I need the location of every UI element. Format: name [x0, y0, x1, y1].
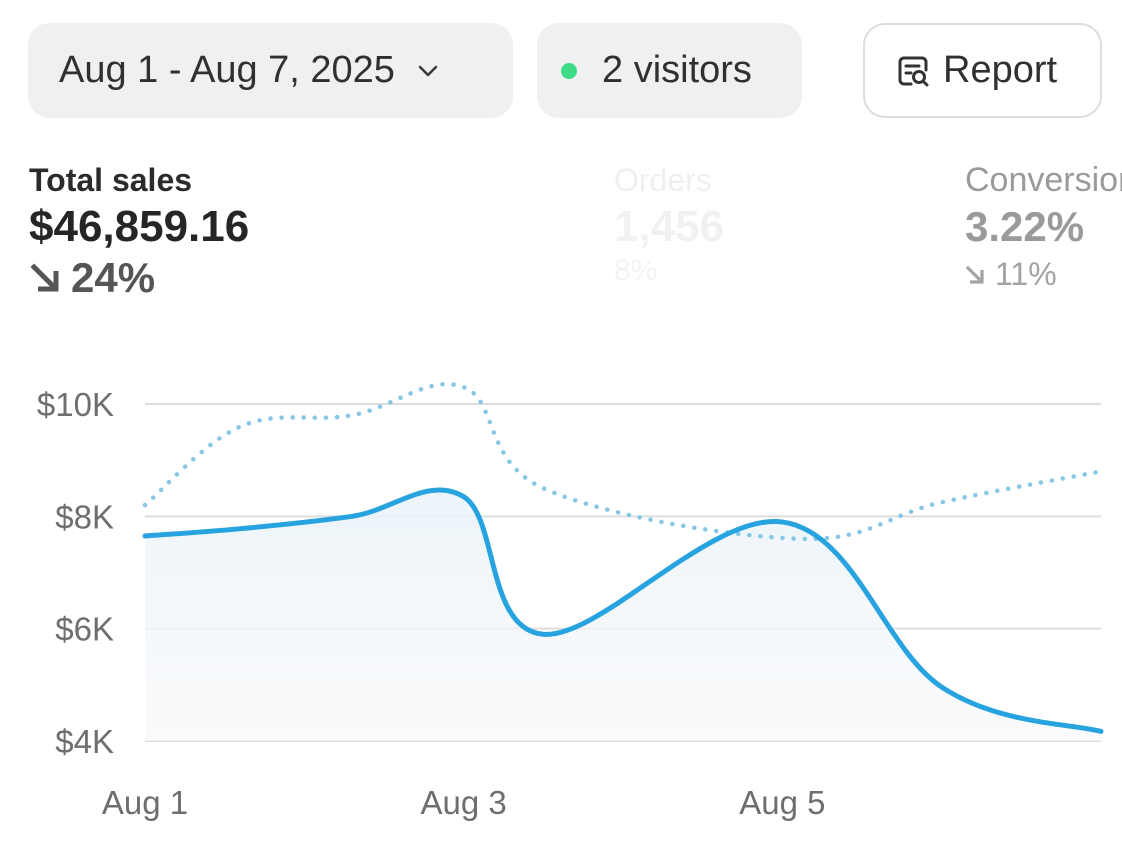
metric-value: 3.22% [965, 203, 1085, 250]
metric-total-sales[interactable]: Total sales $46,859.16 24% [29, 160, 249, 302]
y-tick-label: $4K [55, 723, 114, 760]
visitors-label: 2 visitors [602, 49, 752, 91]
report-search-icon [895, 53, 931, 89]
date-range-selector[interactable]: Aug 1 - Aug 7, 2025 [28, 23, 513, 118]
metric-value: 1,456 [614, 202, 725, 251]
x-tick-label: Aug 3 [421, 784, 507, 821]
live-visitors-badge[interactable]: 2 visitors [537, 23, 802, 118]
metric-orders[interactable]: Orders 1,456 8% [614, 160, 724, 288]
metric-label: Orders [614, 162, 712, 198]
metric-label: Conversion [965, 161, 1122, 199]
y-tick-label: $6K [55, 611, 114, 648]
metric-change: 11% [965, 256, 1122, 293]
series-area-fill [145, 489, 1101, 741]
arrow-down-right-icon [30, 263, 59, 292]
chevron-down-icon [417, 64, 439, 78]
y-tick-label: $10K [37, 386, 114, 423]
arrow-down-right-icon [965, 265, 984, 284]
metric-change: 8% [614, 254, 724, 288]
comparison-series-line [142, 381, 1104, 542]
report-label: Report [943, 49, 1058, 91]
metric-change-value: 24% [71, 254, 156, 301]
x-tick-label: Aug 5 [739, 784, 825, 821]
live-status-dot [561, 62, 577, 79]
y-tick-label: $8K [55, 498, 114, 535]
metric-change: 24% [29, 254, 249, 302]
report-button[interactable]: Report [863, 23, 1102, 118]
metric-label: Total sales [29, 162, 193, 198]
date-range-label: Aug 1 - Aug 7, 2025 [59, 49, 395, 91]
metric-change-value: 8% [614, 254, 658, 287]
x-tick-label: Aug 1 [102, 784, 188, 821]
metric-conversion[interactable]: Conversion 3.22% 11% [965, 160, 1122, 293]
current-series-line [142, 487, 1104, 734]
metric-value: $46,859.16 [29, 202, 250, 251]
metric-change-value: 11% [995, 256, 1057, 292]
